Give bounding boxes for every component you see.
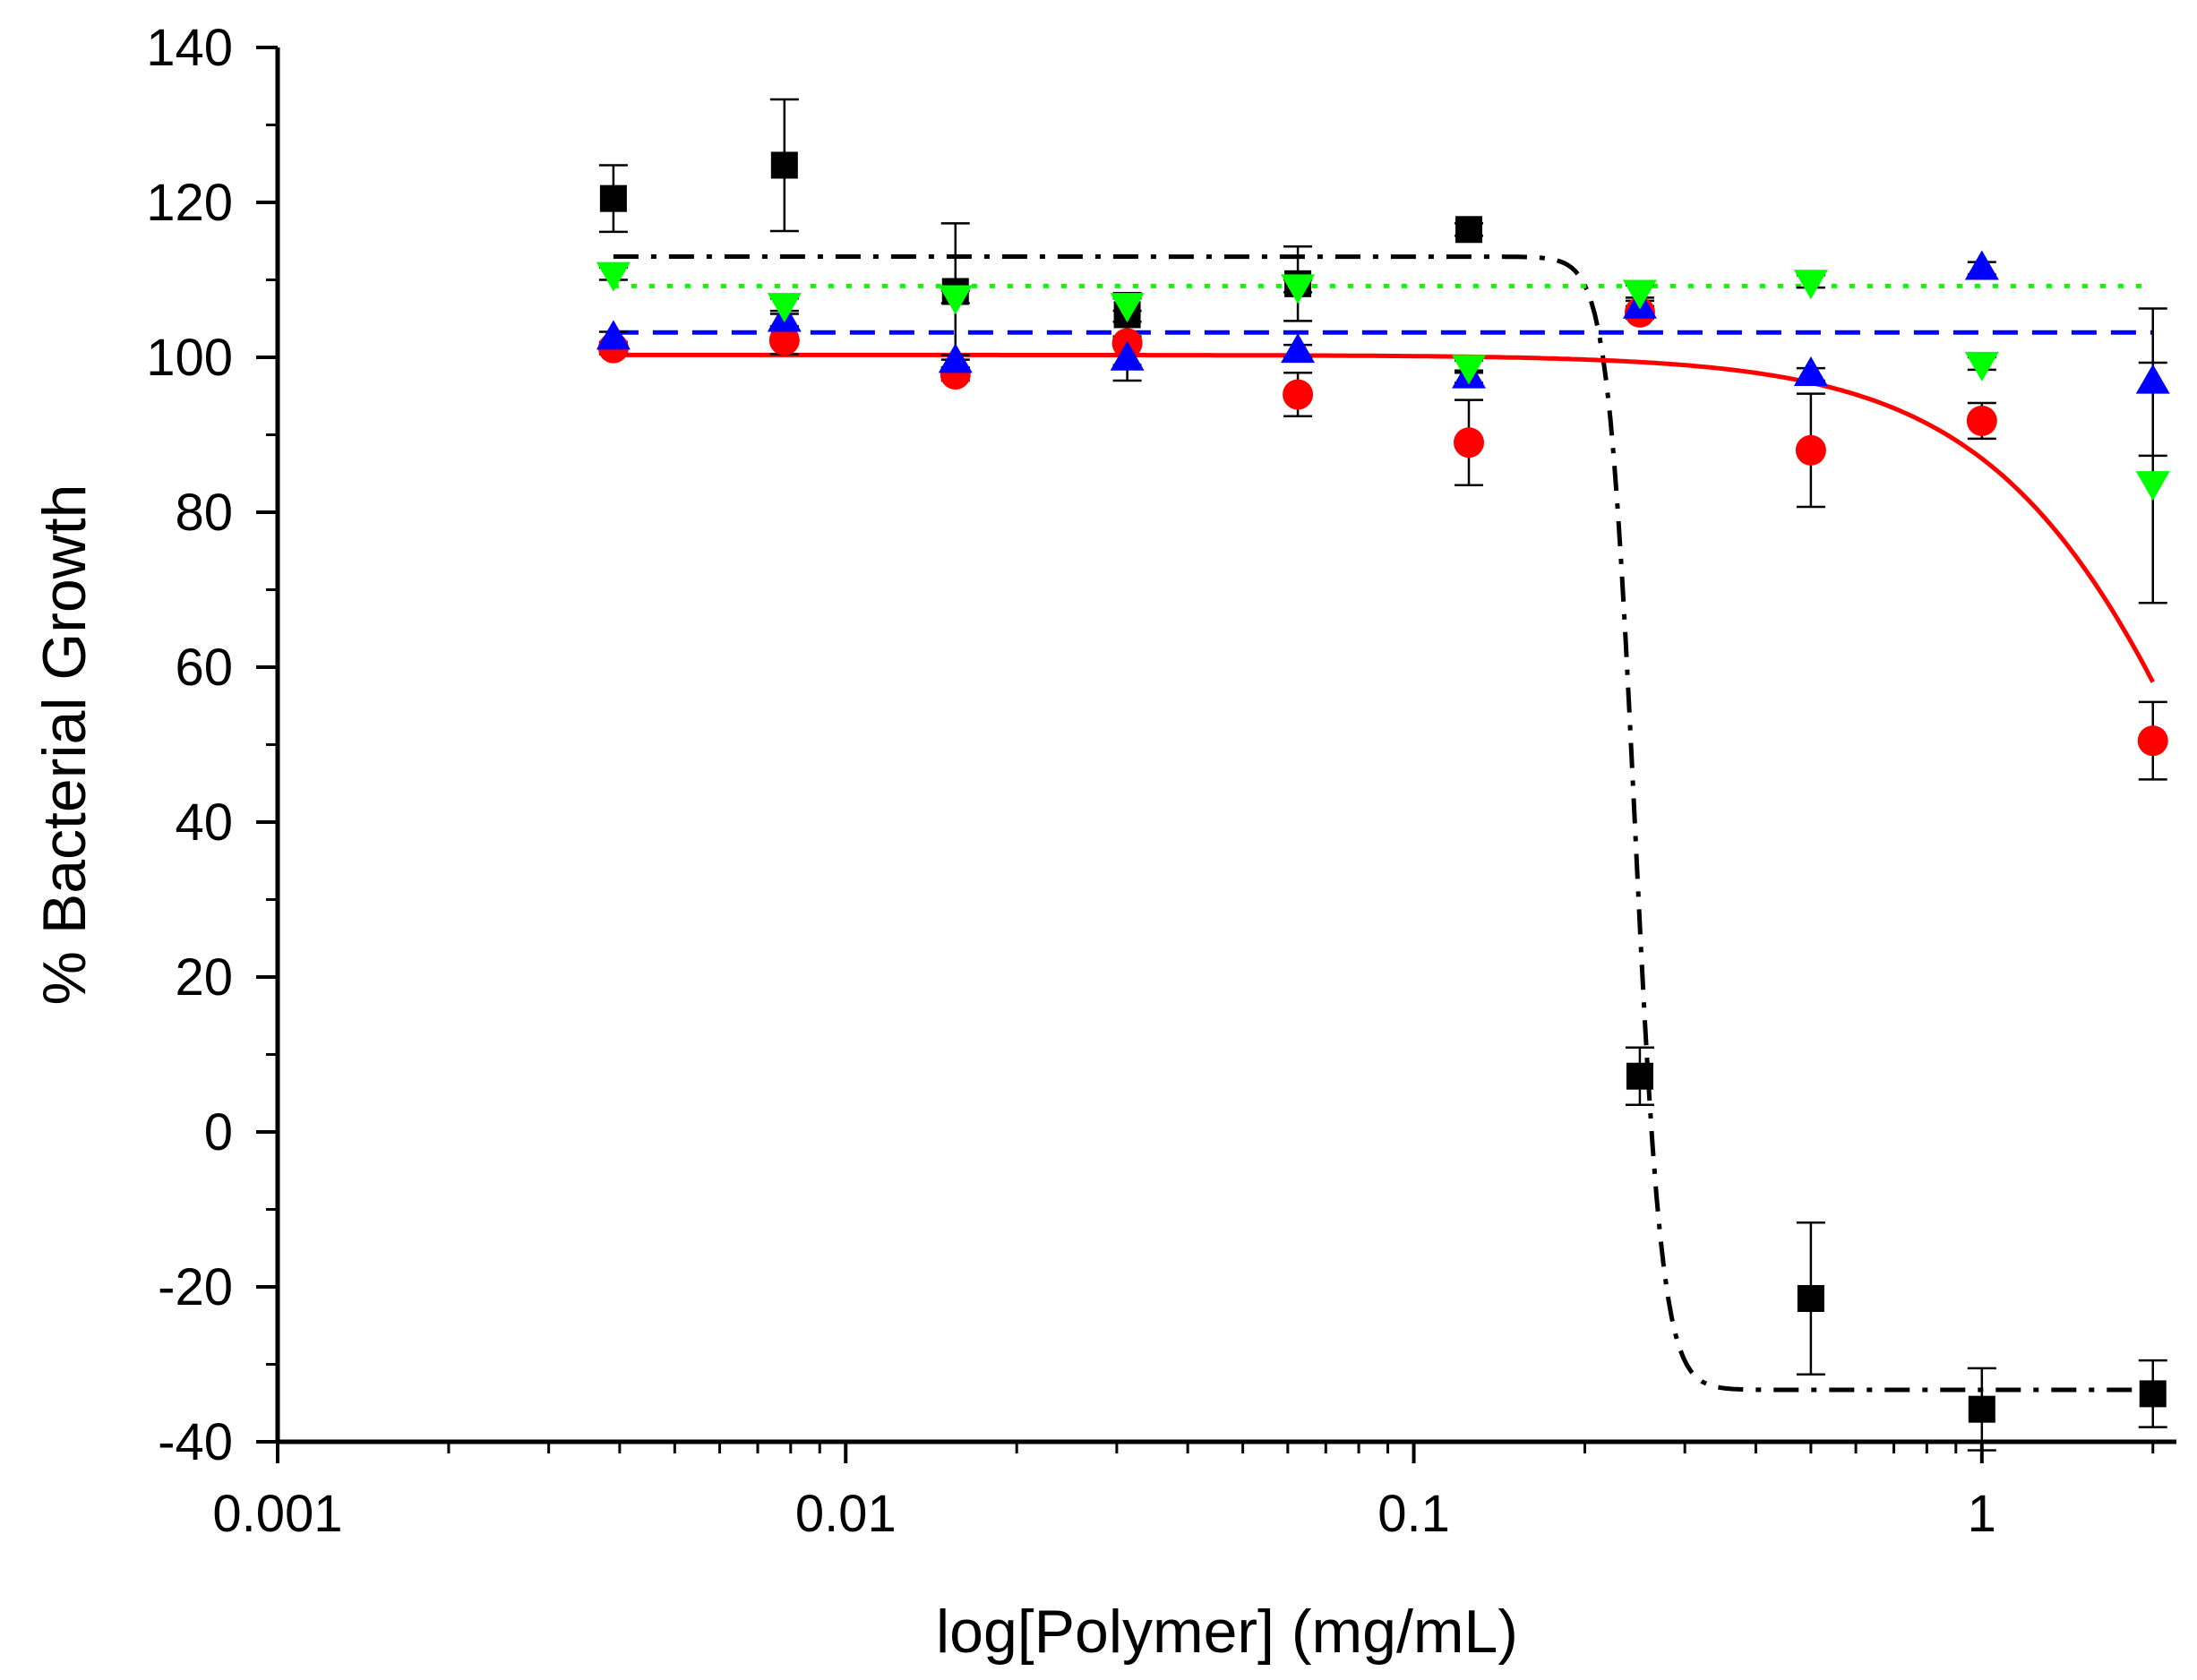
- data-point: [599, 184, 627, 212]
- data-point: [1795, 434, 1826, 466]
- x-tick-label: 1: [1968, 1485, 1996, 1543]
- data-point: [770, 151, 798, 179]
- data-point: [1455, 216, 1483, 244]
- axes: [256, 46, 2176, 1463]
- y-tick-label: 60: [175, 639, 233, 697]
- fit-curve: [613, 352, 2155, 683]
- y-axis-title: % Bacterial Growth: [30, 484, 99, 1006]
- data-point: [1281, 274, 1316, 304]
- y-tick-label: 140: [146, 19, 233, 77]
- data-point: [768, 324, 800, 356]
- data-point: [1622, 279, 1657, 310]
- data-point: [938, 343, 973, 373]
- data-point: [1964, 250, 1999, 280]
- x-tick-label: 0.01: [795, 1485, 897, 1543]
- data-point: [767, 293, 802, 323]
- data-point: [1110, 340, 1145, 371]
- data-point: [938, 285, 973, 315]
- data-point: [1797, 1284, 1824, 1312]
- x-axis-title: log[Polymer] (mg/mL): [936, 1598, 1518, 1666]
- data-point: [596, 320, 631, 350]
- y-tick-label: 0: [204, 1103, 233, 1161]
- data-point: [1626, 1062, 1653, 1090]
- y-tick-label: 20: [175, 948, 233, 1007]
- data-point: [2139, 1380, 2167, 1408]
- fit-curves: [613, 254, 2155, 1393]
- y-tick-label: 120: [146, 174, 233, 232]
- data-point: [1281, 333, 1316, 364]
- x-tick-label: 0.001: [212, 1485, 342, 1543]
- data-point: [1968, 1395, 1995, 1423]
- data-point: [1793, 356, 1828, 387]
- x-tick-label: 0.1: [1377, 1485, 1450, 1543]
- data-point: [2135, 471, 2170, 501]
- data-point: [1283, 379, 1314, 410]
- y-tick-label: 80: [175, 484, 233, 542]
- y-tick-label: -20: [158, 1258, 233, 1316]
- data-point: [1452, 355, 1487, 385]
- tick-labels: -40 -20 0 20 40 60 80 100 120 140 0.001 0.01 0.1 1: [146, 19, 1996, 1543]
- data-point: [1964, 351, 1999, 381]
- data-point: [1793, 270, 1828, 300]
- fit-curve: [613, 254, 2153, 1393]
- data-point: [1110, 293, 1145, 323]
- data-markers: [596, 151, 2170, 1423]
- y-tick-label: -40: [158, 1413, 233, 1471]
- data-point: [2135, 364, 2170, 394]
- data-point: [1966, 405, 1997, 436]
- y-tick-label: 40: [175, 793, 233, 852]
- data-point: [2137, 725, 2168, 757]
- y-tick-label: 100: [146, 329, 233, 387]
- data-point: [1454, 427, 1485, 459]
- data-point: [596, 261, 631, 292]
